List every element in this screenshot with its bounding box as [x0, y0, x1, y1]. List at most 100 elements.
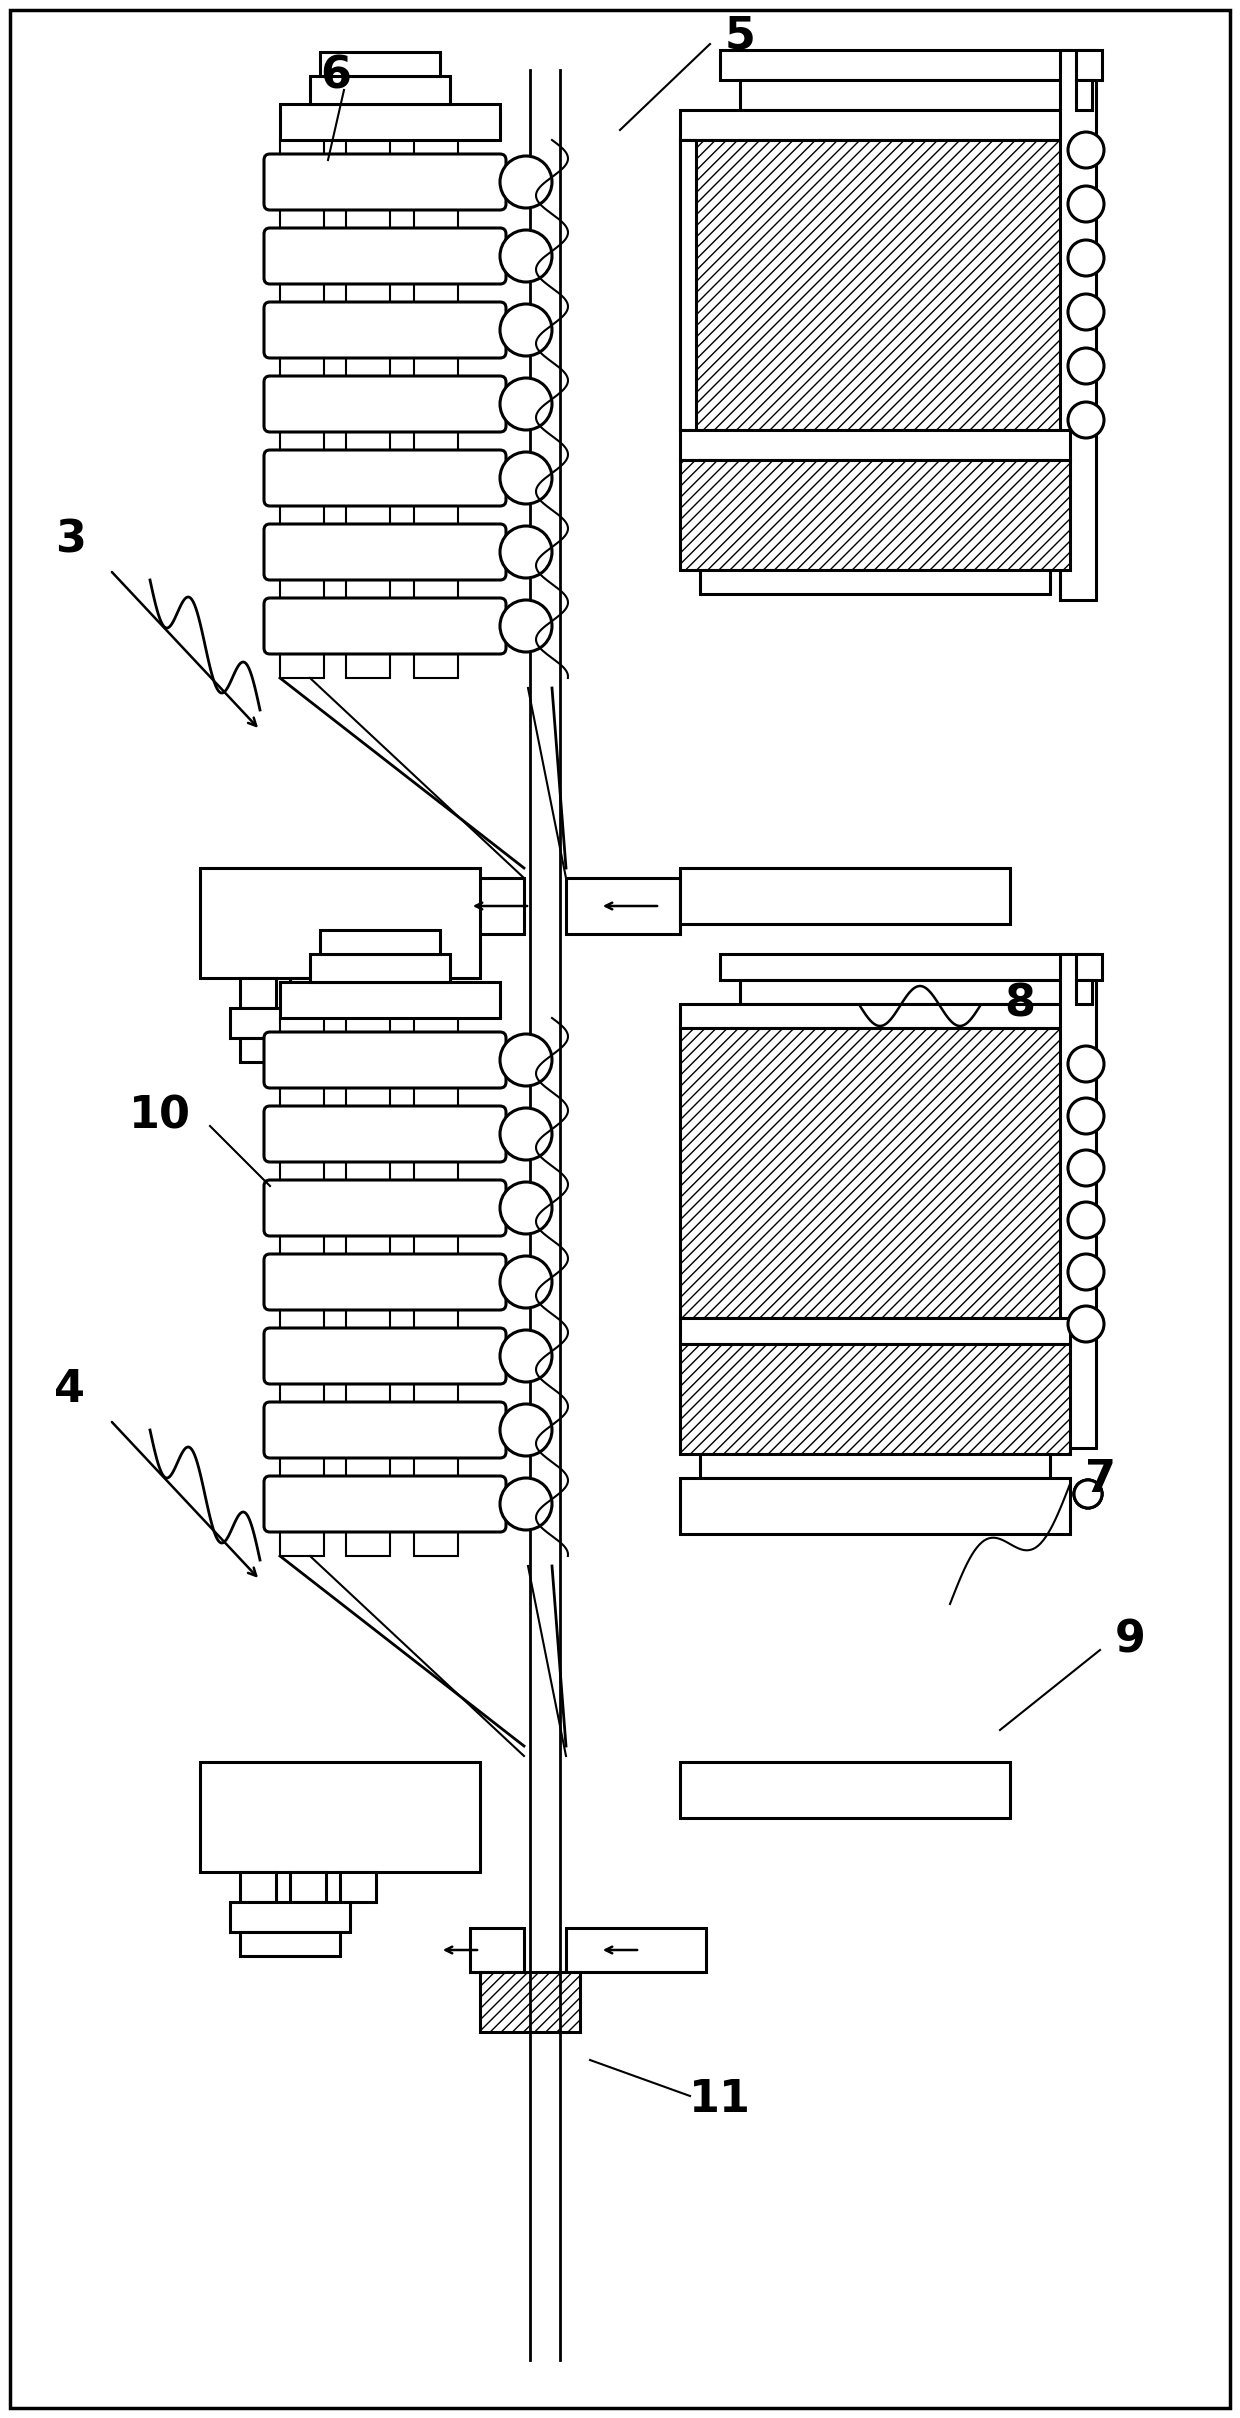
- Circle shape: [500, 600, 552, 653]
- Circle shape: [500, 1330, 552, 1383]
- Bar: [740, 979, 1070, 1003]
- Circle shape: [500, 1255, 552, 1308]
- Circle shape: [1068, 133, 1104, 167]
- Bar: [241, 1872, 277, 1903]
- Bar: [200, 868, 480, 977]
- Bar: [280, 140, 324, 677]
- Circle shape: [500, 1477, 552, 1531]
- Bar: [241, 1932, 340, 1956]
- Bar: [241, 977, 277, 1008]
- Bar: [340, 1872, 376, 1903]
- Bar: [290, 1872, 326, 1903]
- Circle shape: [1068, 348, 1104, 384]
- Bar: [680, 1477, 1070, 1533]
- Bar: [1060, 955, 1096, 1448]
- Bar: [1076, 955, 1102, 979]
- Bar: [720, 955, 1070, 979]
- Text: 6: 6: [320, 56, 351, 97]
- Bar: [680, 868, 1011, 924]
- Circle shape: [500, 1405, 552, 1456]
- Text: 3: 3: [55, 517, 86, 561]
- Bar: [280, 1018, 324, 1557]
- Circle shape: [1074, 1480, 1102, 1509]
- Circle shape: [1068, 1202, 1104, 1238]
- Circle shape: [1068, 295, 1104, 329]
- Circle shape: [1074, 1480, 1102, 1509]
- FancyBboxPatch shape: [264, 155, 506, 210]
- Circle shape: [500, 230, 552, 283]
- Bar: [414, 1018, 458, 1557]
- Bar: [701, 1453, 1050, 1477]
- Bar: [1060, 51, 1096, 600]
- Bar: [470, 1927, 525, 1973]
- Bar: [740, 80, 1070, 109]
- Bar: [280, 104, 500, 140]
- Bar: [414, 140, 458, 677]
- FancyBboxPatch shape: [264, 597, 506, 653]
- Bar: [241, 1037, 340, 1062]
- Circle shape: [1068, 1151, 1104, 1185]
- FancyBboxPatch shape: [264, 1105, 506, 1163]
- Bar: [200, 1763, 480, 1872]
- Bar: [680, 1318, 1070, 1344]
- Circle shape: [500, 1035, 552, 1086]
- Text: 4: 4: [55, 1369, 86, 1412]
- Bar: [701, 571, 1050, 595]
- FancyBboxPatch shape: [264, 302, 506, 358]
- Circle shape: [500, 1107, 552, 1161]
- Bar: [346, 1018, 391, 1557]
- Bar: [1076, 979, 1092, 1003]
- FancyBboxPatch shape: [264, 1032, 506, 1088]
- Circle shape: [500, 1182, 552, 1233]
- Bar: [310, 955, 450, 982]
- Text: 7: 7: [1085, 1458, 1116, 1502]
- Circle shape: [500, 452, 552, 503]
- FancyBboxPatch shape: [264, 227, 506, 283]
- Bar: [310, 75, 450, 104]
- FancyBboxPatch shape: [264, 1475, 506, 1533]
- Circle shape: [500, 305, 552, 355]
- Bar: [1076, 80, 1092, 109]
- FancyBboxPatch shape: [264, 1180, 506, 1236]
- Bar: [346, 140, 391, 677]
- Circle shape: [1068, 1306, 1104, 1342]
- Bar: [340, 977, 376, 1008]
- Bar: [680, 459, 1070, 571]
- Circle shape: [1068, 1255, 1104, 1289]
- Circle shape: [1068, 239, 1104, 276]
- Text: 10: 10: [129, 1095, 191, 1136]
- Circle shape: [500, 377, 552, 430]
- Bar: [229, 1008, 350, 1037]
- Bar: [290, 977, 326, 1008]
- FancyBboxPatch shape: [264, 1327, 506, 1383]
- Bar: [480, 1973, 580, 2031]
- FancyBboxPatch shape: [264, 1255, 506, 1311]
- Bar: [680, 1003, 1070, 1028]
- Bar: [680, 140, 696, 430]
- Bar: [680, 1763, 1011, 1818]
- Circle shape: [1068, 401, 1104, 438]
- Bar: [680, 140, 1070, 430]
- Bar: [280, 982, 500, 1018]
- Bar: [680, 1028, 1070, 1318]
- FancyBboxPatch shape: [264, 377, 506, 433]
- FancyBboxPatch shape: [264, 450, 506, 505]
- Bar: [680, 430, 1070, 459]
- Bar: [720, 51, 1070, 80]
- Text: 11: 11: [689, 2079, 751, 2121]
- Circle shape: [1068, 1098, 1104, 1134]
- Circle shape: [1068, 186, 1104, 222]
- Bar: [565, 878, 680, 933]
- FancyBboxPatch shape: [264, 1402, 506, 1458]
- Text: 9: 9: [1115, 1618, 1146, 1661]
- Bar: [680, 109, 1070, 140]
- Circle shape: [1068, 1047, 1104, 1081]
- Bar: [280, 878, 525, 933]
- Text: 5: 5: [724, 15, 755, 58]
- Text: 8: 8: [1004, 982, 1035, 1025]
- Bar: [320, 931, 440, 955]
- FancyBboxPatch shape: [264, 525, 506, 580]
- Circle shape: [500, 527, 552, 578]
- Circle shape: [500, 157, 552, 208]
- Circle shape: [1074, 1480, 1102, 1509]
